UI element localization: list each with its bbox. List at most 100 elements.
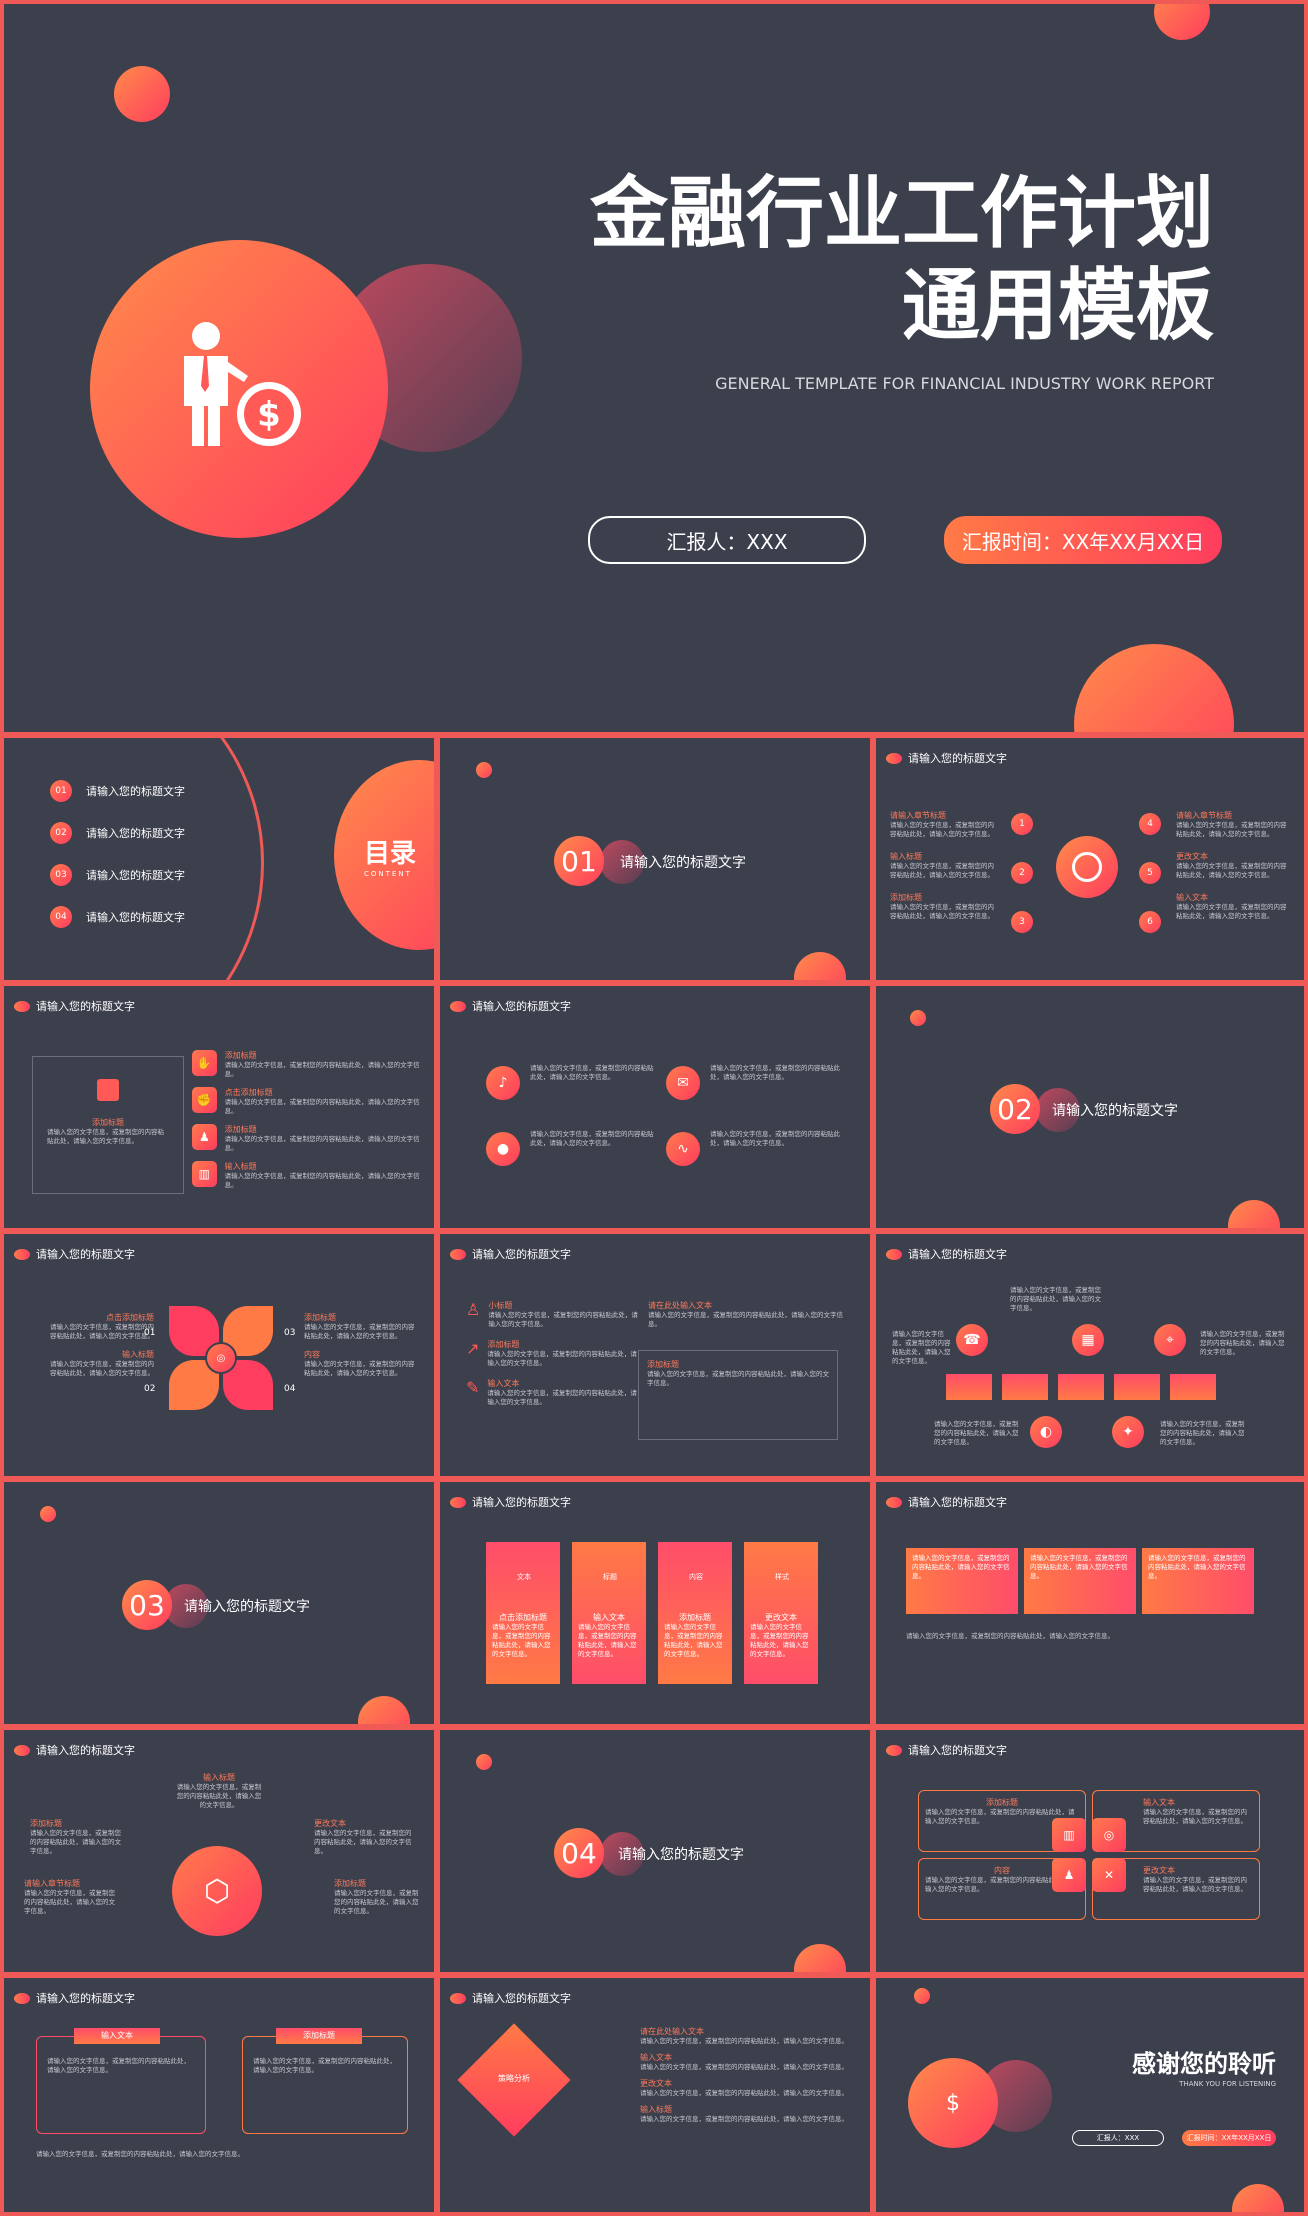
- panel: 请输入您的文字信息，或复制您的内容粘贴此处，请输入您的文字信息。: [36, 2036, 206, 2134]
- slide-steps[interactable]: 请输入您的标题文字 ♙ 小标题 请输入您的文字信息，或复制您的内容粘贴此处，请输入您…: [440, 1234, 870, 1476]
- feature-card: 输入文本 请输入您的文字信息，或复制您的内容粘贴此处，请输入您的文字信息。: [572, 1542, 646, 1684]
- section-title: 请输入您的标题文字: [618, 1847, 744, 1863]
- toc-num: 03: [50, 864, 72, 886]
- slide-header: 请输入您的标题文字: [450, 998, 571, 1014]
- slide-section-01[interactable]: 01 请输入您的标题文字: [440, 738, 870, 980]
- hero-circle: $: [90, 240, 388, 538]
- petal-graphic: ◎: [169, 1306, 273, 1410]
- slide-panels[interactable]: 请输入您的标题文字 请输入您的文字信息，或复制您的内容粘贴此处，请输入您的文字信…: [4, 1978, 434, 2212]
- hub-text: 添加标题 请输入您的文字信息，或复制您的内容粘贴此处，请输入您的文字信息。: [334, 1879, 419, 1915]
- toc-label: 请输入您的标题文字: [86, 869, 185, 882]
- stats-icon: ▥: [1052, 1818, 1086, 1852]
- location-icon: ⌖: [1154, 1324, 1186, 1356]
- tools-icon: ✕: [1092, 1858, 1126, 1892]
- decor-circle: [476, 762, 492, 778]
- decor-circle: [1232, 2184, 1284, 2212]
- reporter-badge: 汇报人：XXX: [588, 516, 866, 564]
- music-icon: ♪: [486, 1066, 520, 1100]
- toc-item[interactable]: 01 请输入您的标题文字: [50, 780, 185, 802]
- target-icon: ◎: [1092, 1818, 1126, 1852]
- petal-text: 点击添加标题 请输入您的文字信息，或复制您的内容粘贴此处，请输入您的文字信息。 输入…: [50, 1313, 154, 1377]
- section-title: 请输入您的标题文字: [1052, 1103, 1178, 1119]
- main-title: 金融行业工作计划 通用模板: [544, 168, 1214, 352]
- decor-circle: [600, 840, 644, 884]
- hub-node: 6: [1139, 911, 1161, 933]
- decor-circle: [40, 1506, 56, 1522]
- toc-item[interactable]: 04 请输入您的标题文字: [50, 906, 185, 928]
- slide-list[interactable]: 请输入您的标题文字 添加标题 请输入您的文字信息，或复制您的内容粘贴此处，请输入…: [4, 986, 434, 1228]
- apps-icon: [97, 1079, 119, 1101]
- deal-icon: ✊: [192, 1087, 217, 1113]
- slide-blocks[interactable]: 请输入您的标题文字 请输入您的文字信息，或复制您的内容粘贴此处，请输入您的文字信…: [876, 1482, 1304, 1724]
- decor-circle: [600, 1832, 644, 1876]
- end-reporter-badge: 汇报人：XXX: [1072, 2130, 1164, 2146]
- slide-icons[interactable]: 请输入您的标题文字 ♪ ✉ ● ∿ 请输入您的文字信息，或复制您的内容粘贴此处，…: [440, 986, 870, 1228]
- date-badge: 汇报时间：XX年XX月XX日: [944, 516, 1222, 564]
- target-icon: ◎: [205, 1342, 237, 1374]
- decor-circle: [794, 1944, 846, 1972]
- hub-node: 3: [1011, 911, 1033, 933]
- toc-label: 请输入您的标题文字: [86, 785, 185, 798]
- slide-petals[interactable]: 请输入您的标题文字 ◎ 点击添加标题 请输入您的文字信息，或复制您的内容粘贴此处，…: [4, 1234, 434, 1476]
- slide-header: 请输入您的标题文字: [450, 1990, 571, 2006]
- slide-header: 请输入您的标题文字: [14, 998, 135, 1014]
- slide-end[interactable]: $ 感谢您的聆听 THANK YOU FOR LISTENING 汇报人：XXX…: [876, 1978, 1304, 2212]
- toc-item[interactable]: 02 请输入您的标题文字: [50, 822, 185, 844]
- decor-circle: [794, 952, 846, 980]
- text-block: 请输入您的文字信息，或复制您的内容粘贴此处，请输入您的文字信息。: [906, 1548, 1018, 1614]
- handshake-icon: ✋: [192, 1050, 217, 1076]
- feature-card: 添加标题 请输入您的文字信息，或复制您的内容粘贴此处，请输入您的文字信息。: [658, 1542, 732, 1684]
- slide-quad[interactable]: 请输入您的标题文字 添加标题 请输入您的文字信息，或复制您的内容粘贴此处，请输入您…: [876, 1730, 1304, 1972]
- chart-icon: ▥: [192, 1161, 217, 1187]
- info-box: 添加标题 请输入您的文字信息，或复制您的内容粘贴此处，请输入您的文字信息。: [32, 1056, 184, 1194]
- businessman-money-icon: $: [908, 2058, 998, 2148]
- slide-strategy[interactable]: 请输入您的标题文字 策略分析 请在此处输入文本 请输入您的文字信息，或复制您的内容…: [440, 1978, 870, 2212]
- feature-card: 更改文本 请输入您的文字信息，或复制您的内容粘贴此处，请输入您的文字信息。: [744, 1542, 818, 1684]
- slide-section-02[interactable]: 02 请输入您的标题文字: [876, 986, 1304, 1228]
- slide-section-03[interactable]: 03 请输入您的标题文字: [4, 1482, 434, 1724]
- cover-slide[interactable]: $ 金融行业工作计划 通用模板 GENERAL TEMPLATE FOR FIN…: [4, 4, 1304, 732]
- toc-num: 01: [50, 780, 72, 802]
- feature-card: 点击添加标题 请输入您的文字信息，或复制您的内容粘贴此处，请输入您的文字信息。: [486, 1542, 560, 1684]
- slide-header: 请输入您的标题文字: [886, 1494, 1007, 1510]
- block-caption: 请输入您的文字信息，或复制您的内容粘贴此处，请输入您的文字信息。: [906, 1632, 1114, 1640]
- decor-circle: [1074, 644, 1234, 732]
- hub-node: 2: [1011, 862, 1033, 884]
- slide-box-hub[interactable]: 请输入您的标题文字 ⬡ 输入标题 请输入您的文字信息，或复制您的内容粘贴此处，请输…: [4, 1730, 434, 1972]
- section-number: 04: [554, 1828, 604, 1878]
- mail-icon: ✉: [666, 1066, 700, 1100]
- toc-circle: 目录 CONTENT: [334, 760, 434, 950]
- timeline-bar: [946, 1374, 1216, 1400]
- title-line-2: 通用模板: [901, 261, 1214, 351]
- toc-num: 02: [50, 822, 72, 844]
- slide-header: 请输入您的标题文字: [450, 1494, 571, 1510]
- hub-text-left: 请输入章节标题 请输入您的文字信息，或复制您的内容粘贴此处，请输入您的文字信息。 …: [890, 811, 994, 920]
- toc-item[interactable]: 03 请输入您的标题文字: [50, 864, 185, 886]
- slide-section-04[interactable]: 04 请输入您的标题文字: [440, 1730, 870, 1972]
- slide-toc[interactable]: 目录 CONTENT 01 请输入您的标题文字 02 请输入您的标题文字 03 请输入…: [4, 738, 434, 980]
- decor-circle: [358, 1696, 410, 1724]
- pulse-icon: ∿: [666, 1132, 700, 1166]
- timeline-text: 请输入您的文字信息，或复制您的内容粘贴此处，请输入您的文字信息。: [1010, 1286, 1101, 1312]
- decor-circle: [476, 1754, 492, 1770]
- timeline-text: 请输入您的文字信息，或复制您的内容粘贴此处，请输入您的文字信息。: [1200, 1330, 1285, 1356]
- hub-node: 1: [1011, 813, 1033, 835]
- decor-circle: [914, 1988, 930, 2004]
- slide-timeline[interactable]: 请输入您的标题文字 ☎ ▦ ⌖ ◐ ✦ 请输入您的文字信息，或复制您的内容粘贴此…: [876, 1234, 1304, 1476]
- phone-icon: ☎: [956, 1324, 988, 1356]
- panel: 请输入您的文字信息，或复制您的内容粘贴此处，请输入您的文字信息。: [242, 2036, 408, 2134]
- section-number: 01: [554, 836, 604, 886]
- hub-text: 添加标题 请输入您的文字信息，或复制您的内容粘贴此处，请输入您的文字信息。: [30, 1819, 121, 1855]
- toc-subtitle: CONTENT: [364, 869, 412, 878]
- step-list: ♙ 小标题 请输入您的文字信息，或复制您的内容粘贴此处，请输入您的文字信息。 ↗ 添加…: [466, 1300, 638, 1406]
- section-title: 请输入您的标题文字: [184, 1599, 310, 1615]
- petal-text: 添加标题 请输入您的文字信息，或复制您的内容粘贴此处，请输入您的文字信息。 内容 请输…: [304, 1313, 415, 1377]
- timeline-text: 请输入您的文字信息，或复制您的内容粘贴此处，请输入您的文字信息。: [892, 1330, 951, 1365]
- hub-text: 请输入章节标题 请输入您的文字信息，或复制您的内容粘贴此处，请输入您的文字信息。: [24, 1879, 115, 1915]
- text-block: 请输入您的文字信息，或复制您的内容粘贴此处，请输入您的文字信息。: [1024, 1548, 1136, 1614]
- slide-hub[interactable]: 请输入您的标题文字 1 2 3 4 5 6 请输入章节标题 请输入您的文字信息，或…: [876, 738, 1304, 980]
- slide-header: 请输入您的标题文字: [886, 750, 1007, 766]
- decor-circle: [1228, 1200, 1280, 1228]
- slide-cards[interactable]: 请输入您的标题文字 点击添加标题 请输入您的文字信息，或复制您的内容粘贴此处，请输…: [440, 1482, 870, 1724]
- slide-header: 请输入您的标题文字: [14, 1246, 135, 1262]
